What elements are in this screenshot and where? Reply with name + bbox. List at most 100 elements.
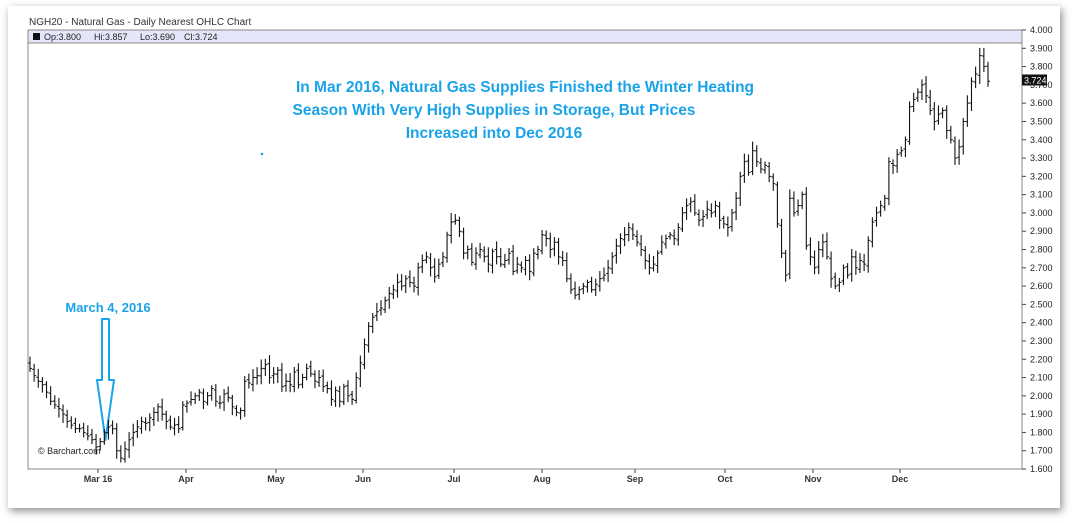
ohlc-bar [692,194,697,216]
ohlc-bar [77,423,82,433]
legend-low: Lo:3.690 [140,32,175,42]
y-tick-label: 3.400 [1030,135,1053,145]
ohlc-bar [808,237,813,266]
ohlc-bar [32,363,37,382]
ohlc-bar [69,416,74,429]
last-price-marker: 3.724 [1022,74,1047,86]
ohlc-bar [226,386,231,403]
ohlc-bar [354,372,359,404]
ohlc-bar [701,210,706,227]
ohlc-bar [961,117,966,155]
legend-close: Cl:3.724 [184,32,218,42]
ohlc-bar [172,417,177,436]
ohlc-bar [796,199,801,216]
ohlc-bar [816,240,821,275]
ohlc-bar [882,194,887,211]
ohlc-bar [48,386,53,406]
ohlc-bar [267,355,272,384]
ohlc-bar [540,230,545,255]
ohlc-bar [527,254,532,281]
ohlc-bar [106,419,111,440]
ohlc-bar [308,360,313,377]
ohlc-bar [362,338,367,370]
y-tick-label: 1.600 [1030,464,1053,474]
ohlc-bar [147,413,152,432]
ohlc-bar [176,416,181,433]
ohlc-bar [44,381,49,399]
ohlc-bar [292,366,297,393]
ohlc-bar [122,441,127,463]
ohlc-bar [234,405,239,417]
y-tick-label: 3.000 [1030,208,1053,218]
ohlc-bar [284,373,289,392]
ohlc-bar [102,429,107,445]
ohlc-bar [531,248,536,277]
ohlc-bar [65,409,70,428]
ohlc-bar [40,376,45,393]
ohlc-bar [899,146,904,157]
ohlc-bar [160,398,165,421]
ohlc-bar [449,213,454,244]
ohlc-bar [457,216,462,238]
ohlc-bar [548,232,553,258]
y-tick-label: 2.100 [1030,373,1053,383]
ohlc-bar [639,234,644,257]
ohlc-bar [469,243,474,266]
y-tick-label: 3.500 [1030,116,1053,126]
ohlc-bar [688,197,693,213]
ohlc-bar [552,237,557,257]
ohlc-bar [676,223,681,246]
ohlc-bar [738,171,743,206]
ohlc-bar [168,415,173,430]
ohlc-bar [800,191,805,210]
ohlc-bar [626,222,631,242]
ohlc-bar [242,376,247,417]
ohlc-bar [494,241,499,265]
ohlc-bar [948,125,953,144]
last-price-label: 3.724 [1024,75,1047,85]
ohlc-bar [775,181,780,228]
ohlc-bar [977,47,982,85]
chart-frame: NGH20 - Natural Gas - Daily Nearest OHLC… [8,6,1060,508]
ohlc-bar [928,89,933,115]
ohlc-bar [358,355,363,388]
ohlc-bar [52,395,57,409]
ohlc-bar [184,400,189,413]
ohlc-bar [870,217,875,248]
ohlc-bar [878,200,883,217]
ohlc-bar [341,383,346,406]
y-tick-label: 3.800 [1030,62,1053,72]
ohlc-bar [407,270,412,288]
ohlc-bar [370,312,375,334]
ohlc-bar [94,434,99,455]
ohlc-bar [180,401,185,431]
ohlc-bar [713,200,718,218]
ohlc-bar [217,395,222,409]
ohlc-bar [329,380,334,406]
ohlc-bar [746,154,751,176]
ohlc-bar [862,253,867,272]
ohlc-bar [655,250,660,273]
ohlc-bar [317,370,322,387]
y-tick-label: 2.400 [1030,318,1053,328]
ohlc-bar [845,263,850,279]
ohlc-bar [891,159,896,175]
ohlc-bar [197,389,202,401]
x-tick-label: Aug [533,474,551,484]
ohlc-bar [350,390,355,405]
ohlc-bar [81,422,86,438]
ohlc-bar [222,389,227,411]
ohlc-bar [742,153,747,183]
ohlc-bar [114,423,119,459]
ohlc-bar [903,136,908,158]
ohlc-bar [849,248,854,282]
ohlc-bar [412,276,417,293]
ohlc-bar [403,275,408,294]
y-tick-label: 2.800 [1030,245,1053,255]
ohlc-bar [156,403,161,422]
callout-label: March 4, 2016 [65,300,150,315]
ohlc-bar [791,191,796,217]
ohlc-bar [110,420,115,435]
ohlc-bar [709,203,714,218]
ohlc-bar [374,302,379,321]
